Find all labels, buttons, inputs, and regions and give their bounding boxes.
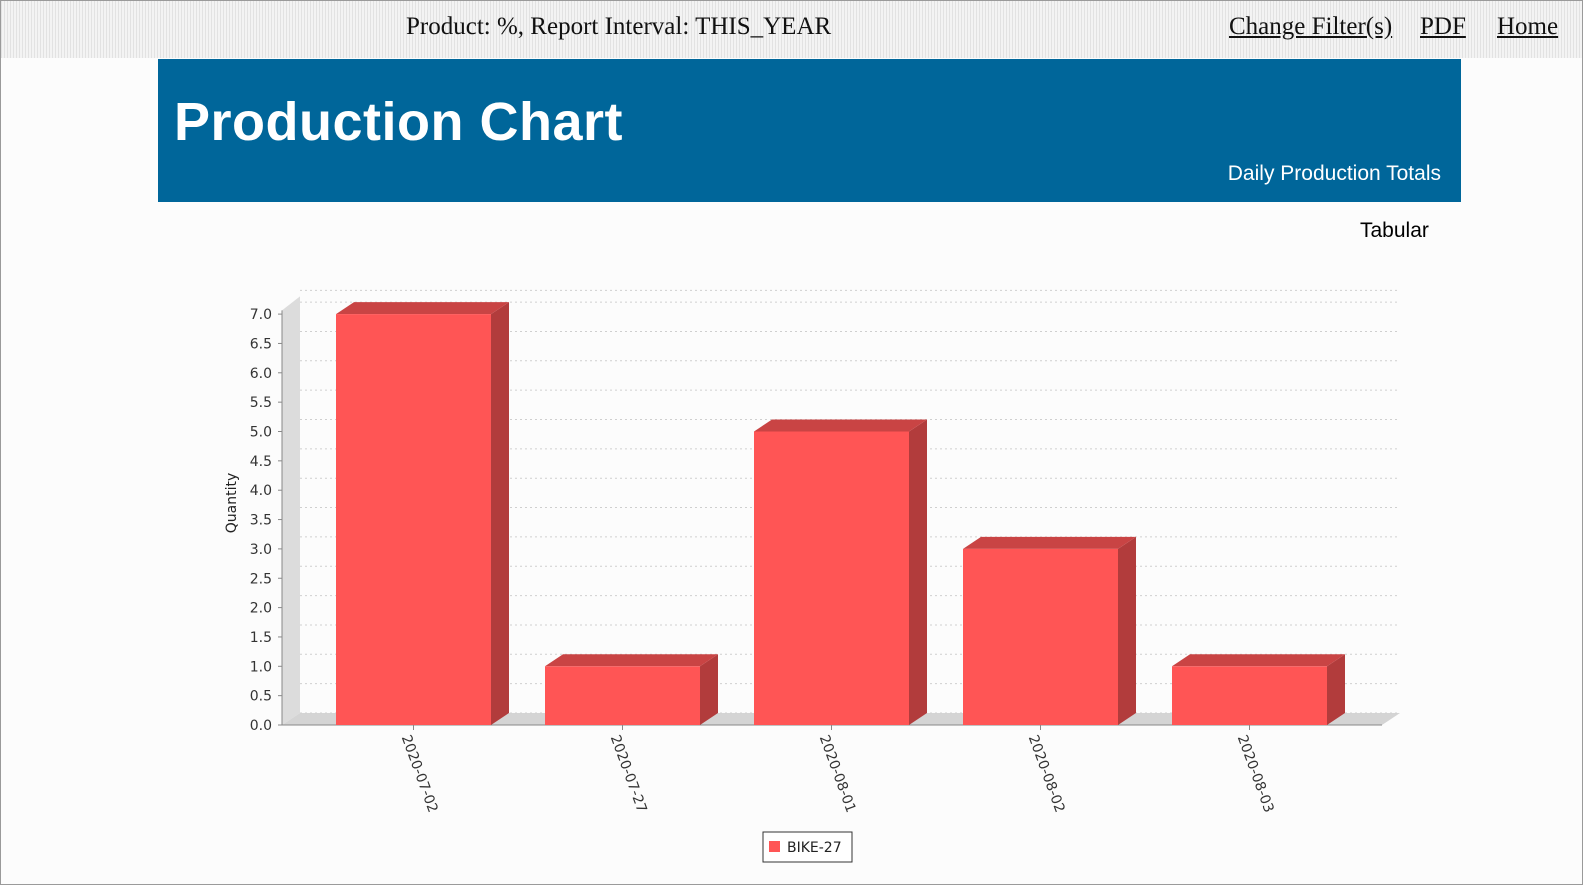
y-tick-label: 6.0 [250,366,272,382]
y-tick-label: 6.5 [250,336,272,352]
y-axis-title: Quantity [224,473,240,534]
chart-side-wall [282,296,300,725]
y-tick-label: 4.5 [250,454,272,470]
x-tick-label: 2020-08-03 [1234,733,1277,815]
bar-top [754,419,927,432]
x-tick-label: 2020-08-01 [816,733,859,815]
bar-2020-08-03 [1172,654,1345,725]
bar-side [700,654,718,725]
page-banner: Production Chart Daily Production Totals [158,59,1461,202]
y-tick-label: 0.0 [250,718,272,734]
page-title: Production Chart [174,92,623,152]
y-tick-label: 1.5 [250,630,272,646]
bar-side [1327,654,1345,725]
bar-top [1172,654,1345,667]
y-tick-label: 1.0 [250,659,272,675]
bar-side [1118,536,1136,725]
bar-2020-07-27 [545,654,718,725]
top-bar: Product: %, Report Interval: THIS_YEAR C… [1,1,1582,58]
bar-front [1172,666,1327,725]
y-tick-label: 5.0 [250,425,272,441]
y-tick-label: 2.5 [250,571,272,587]
y-tick-label: 4.0 [250,483,272,499]
change-filters-link[interactable]: Change Filter(s) [1229,13,1393,40]
y-tick-label: 3.0 [250,542,272,558]
pdf-link[interactable]: PDF [1420,13,1466,40]
bar-top [545,654,718,667]
y-tick-label: 0.5 [250,689,272,705]
bar-top [336,302,509,315]
bar-side [909,419,927,725]
x-tick-label: 2020-07-27 [607,733,650,815]
legend-swatch [769,841,780,852]
bar-2020-08-01 [754,419,927,725]
bar-side [491,302,509,725]
tabular-link[interactable]: Tabular [1360,219,1429,242]
y-tick-label: 2.0 [250,601,272,617]
y-tick-label: 7.0 [250,307,272,323]
legend-label: BIKE-27 [787,840,842,856]
legend: BIKE-27 [762,831,853,863]
filter-summary: Product: %, Report Interval: THIS_YEAR [406,13,832,40]
y-tick-label: 5.5 [250,395,272,411]
page-subtitle: Daily Production Totals [1227,162,1441,185]
bar-top [963,536,1136,549]
x-tick-label: 2020-07-02 [398,733,441,815]
bar-2020-08-02 [963,536,1136,725]
y-tick-label: 3.5 [250,513,272,529]
bar-front [545,666,700,725]
home-link[interactable]: Home [1497,13,1559,40]
bar-front [336,314,491,725]
bar-front [754,431,909,725]
bar-front [963,548,1118,725]
bar-2020-07-02 [336,302,509,725]
x-tick-label: 2020-08-02 [1025,733,1068,815]
